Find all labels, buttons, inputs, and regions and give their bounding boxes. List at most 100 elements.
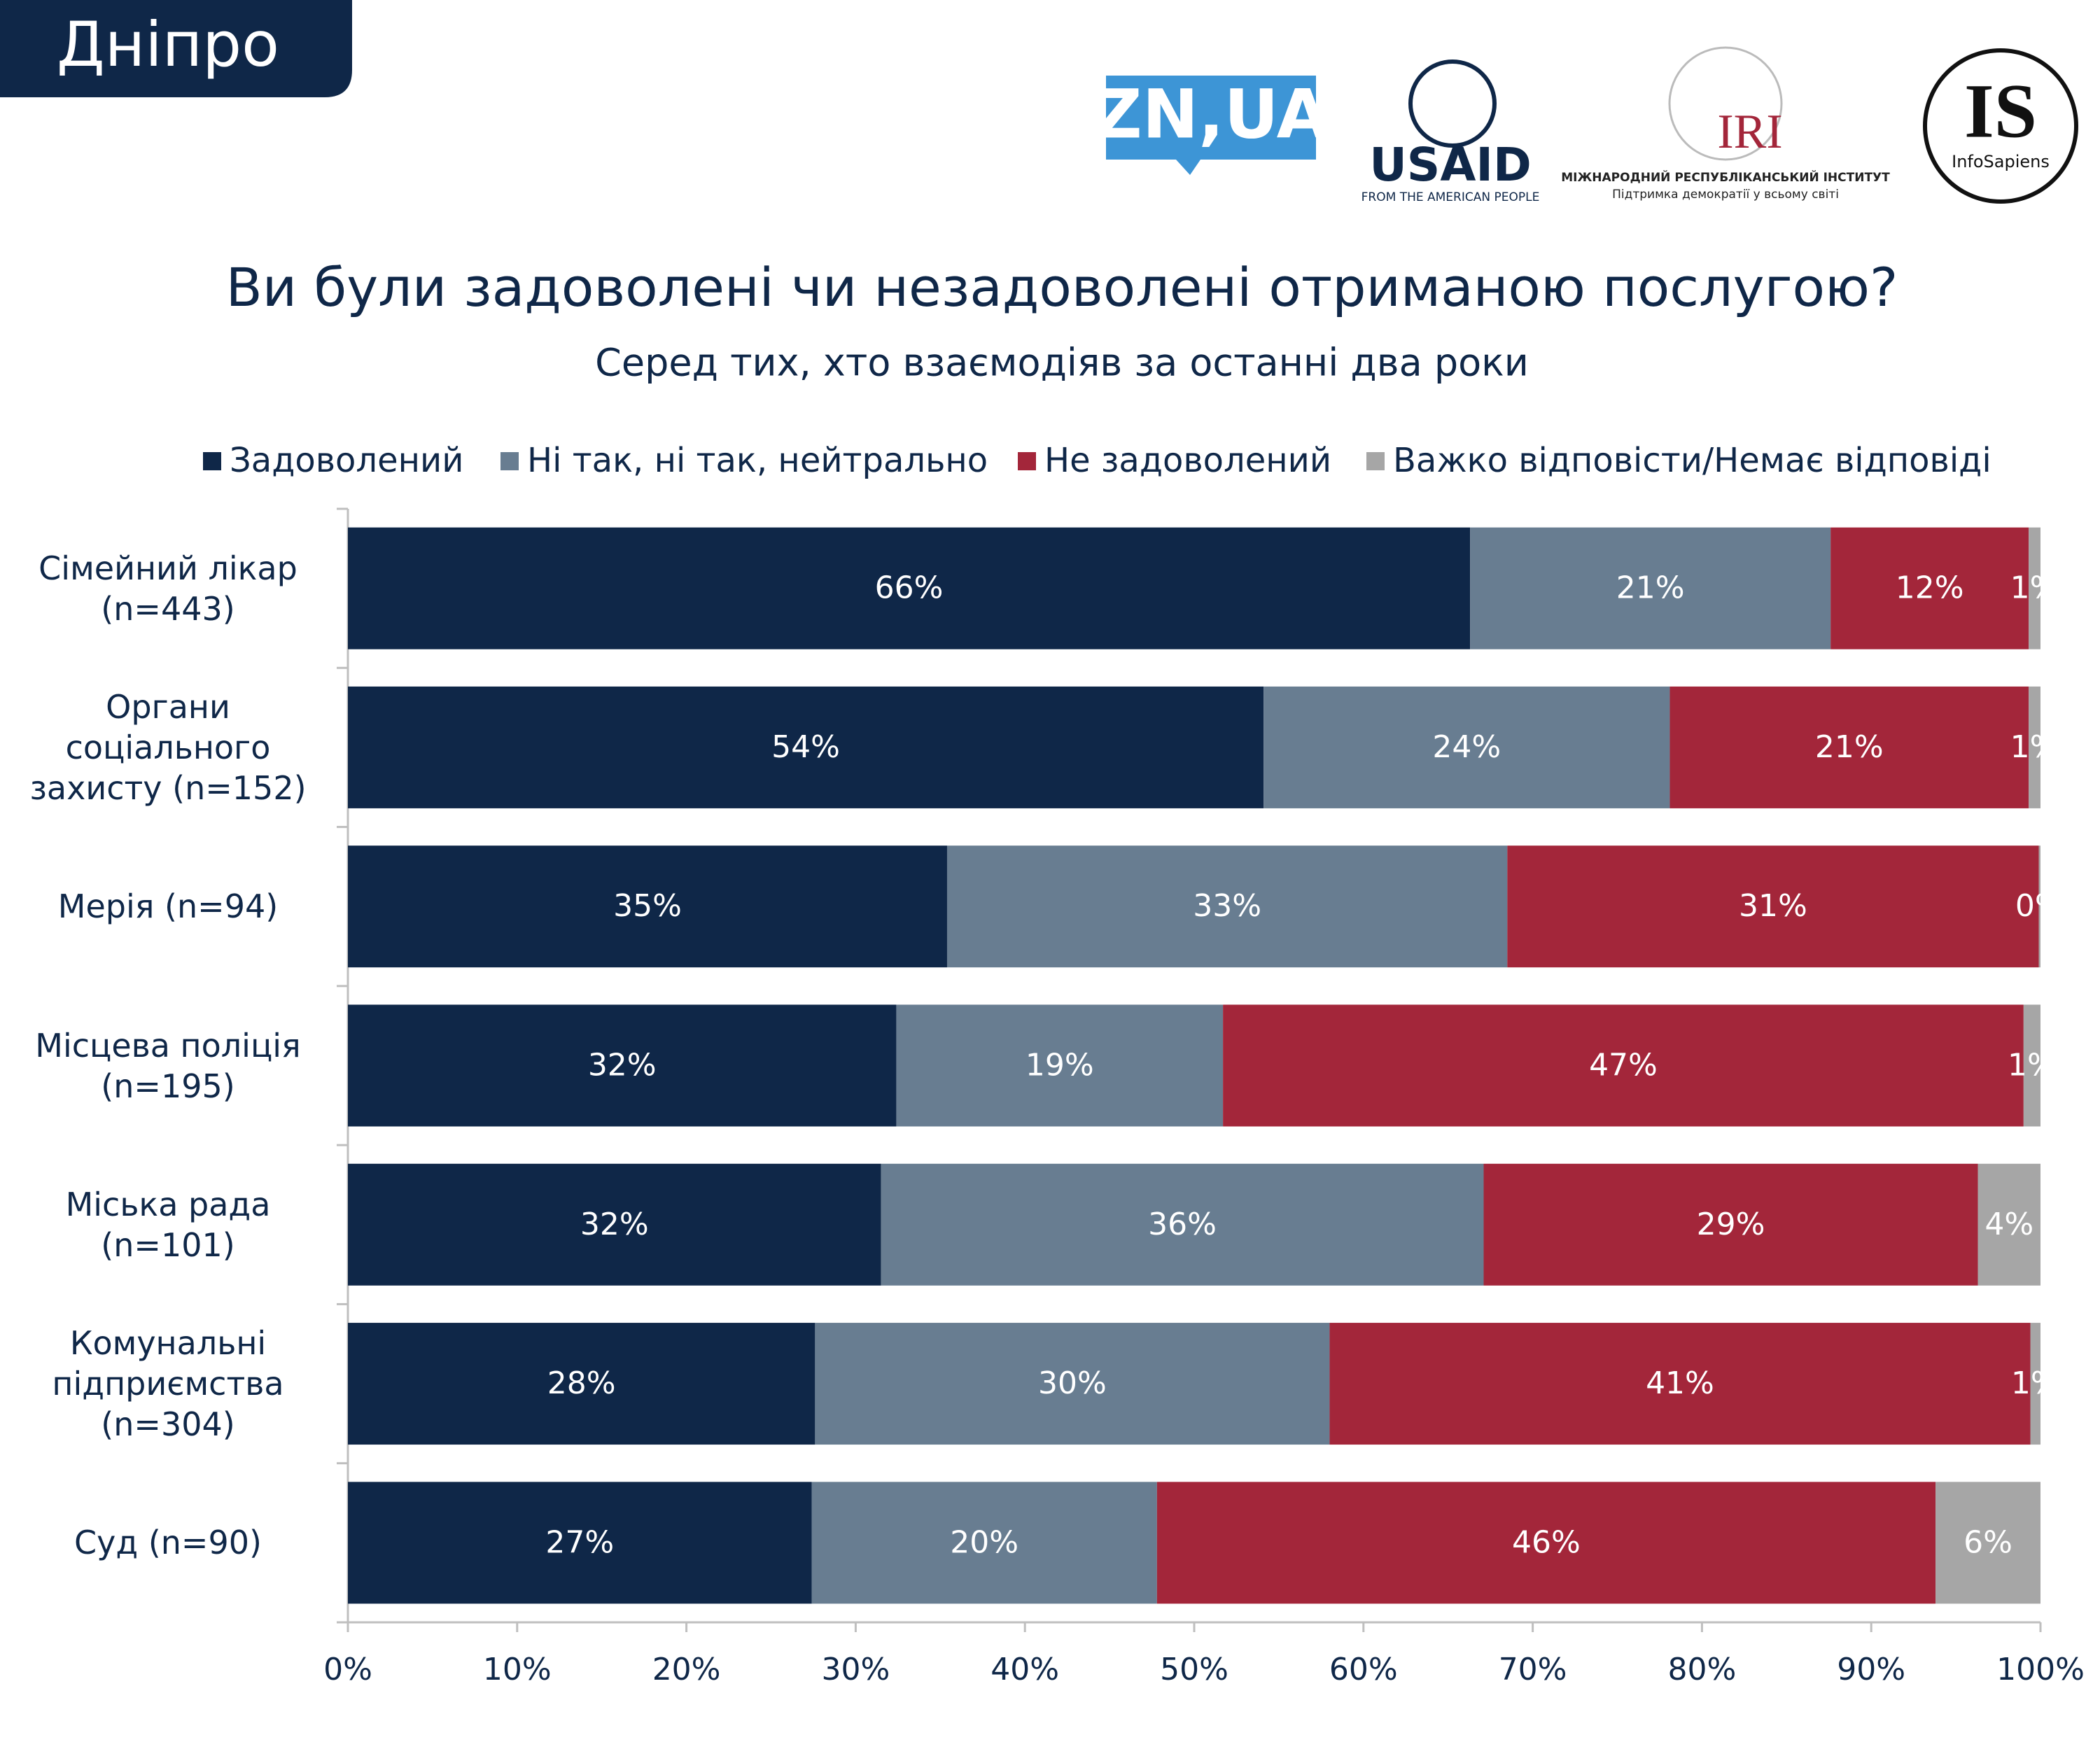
bar-segment xyxy=(2030,1323,2040,1445)
logo-iri: IRI xyxy=(1717,105,1782,159)
category-label: Сімейний лікар (n=443) xyxy=(38,549,298,628)
bar-segment xyxy=(1935,1482,2040,1604)
city: Дніпро xyxy=(57,8,279,80)
bar-label: 24% xyxy=(1432,729,1501,765)
logo-iri-name: МІЖНАРОДНИЙ РЕСПУБЛІКАНСЬКИЙ ІНСТИТУТ xyxy=(1561,169,1890,185)
bar-label: 1% xyxy=(2008,1048,2057,1083)
bar-segment xyxy=(1470,527,1831,649)
bar-label: 1% xyxy=(2010,570,2059,606)
x-tick-label: 100% xyxy=(1996,1652,2085,1687)
bar-segment xyxy=(1507,845,2039,968)
logo-iri-globe xyxy=(1668,46,1783,161)
logo-is-sub: InfoSapiens xyxy=(1952,152,2050,171)
legend-label: Не задоволений xyxy=(1044,441,1331,480)
bar-label: 66% xyxy=(875,570,944,606)
bar-segment xyxy=(2029,527,2040,649)
bar-segment xyxy=(896,1004,1224,1127)
legend-label: Ні так, ні так, нейтрально xyxy=(527,441,988,480)
bar-segment xyxy=(2029,686,2040,808)
legend-label: Важко відповісти/Немає відповіді xyxy=(1393,441,1991,480)
bar-label: 21% xyxy=(1815,729,1884,765)
bar-segment xyxy=(348,845,947,968)
bar-segment xyxy=(348,527,1471,649)
x-tick-label: 60% xyxy=(1329,1652,1398,1687)
bar-segment xyxy=(2038,845,2040,968)
bar-segment xyxy=(1830,527,2029,649)
x-tick-label: 20% xyxy=(652,1652,721,1687)
bar-segment xyxy=(2023,1004,2040,1127)
bar-label: 35% xyxy=(613,888,682,924)
legend-swatch xyxy=(500,452,519,470)
bar-label: 33% xyxy=(1193,888,1261,924)
legend-swatch xyxy=(1018,452,1036,470)
x-tick-label: 90% xyxy=(1837,1652,1905,1687)
bar-segment xyxy=(946,845,1508,968)
x-tick-label: 30% xyxy=(822,1652,890,1687)
x-tick-label: 50% xyxy=(1160,1652,1228,1687)
bar-label: 54% xyxy=(771,729,840,765)
bar-segment xyxy=(348,1323,816,1445)
x-tick-label: 10% xyxy=(483,1652,552,1687)
bar-segment xyxy=(1264,686,1670,808)
bar-segment xyxy=(1156,1482,1936,1604)
bar-label: 4% xyxy=(1984,1207,2033,1242)
bar-segment xyxy=(348,686,1264,808)
logo-zn-tail xyxy=(1176,160,1200,175)
bar-segment xyxy=(348,1163,881,1286)
logo-iri-sub: Підтримка демократії у всьому світі xyxy=(1612,188,1839,202)
bar-label: 47% xyxy=(1589,1048,1658,1083)
bar-label: 21% xyxy=(1616,570,1685,606)
logo-zn-bg xyxy=(1106,76,1316,160)
bar-label: 20% xyxy=(950,1524,1018,1560)
category-label: Мерія (n=94) xyxy=(57,887,279,926)
legend-swatch xyxy=(203,452,221,470)
x-tick-label: 40% xyxy=(990,1652,1059,1687)
bar-label: 36% xyxy=(1148,1207,1217,1242)
bar-label: 27% xyxy=(545,1524,614,1560)
category-label: Місцева поліція (n=195) xyxy=(35,1026,301,1105)
bar-label: 29% xyxy=(1697,1207,1765,1242)
bar-segment xyxy=(881,1163,1484,1286)
chart-title: Ви були задоволені чи незадоволені отрим… xyxy=(226,256,1898,318)
bar-segment xyxy=(348,1004,897,1127)
bar-label: 19% xyxy=(1026,1048,1094,1083)
logo-is-ring xyxy=(1923,48,2078,204)
x-tick-label: 70% xyxy=(1499,1652,1567,1687)
bar-segment xyxy=(811,1482,1157,1604)
bar-label: 6% xyxy=(1963,1524,2012,1560)
bar-label: 31% xyxy=(1739,888,1807,924)
bar-label: 32% xyxy=(588,1048,657,1083)
legend-swatch xyxy=(1366,452,1385,470)
bar-label: 46% xyxy=(1512,1524,1581,1560)
category-label: Комунальні підприємства (n=304) xyxy=(52,1324,284,1444)
bar-label: 30% xyxy=(1038,1365,1107,1401)
bar-segment xyxy=(1977,1163,2040,1286)
bar-label: 1% xyxy=(2010,729,2059,765)
bar-segment xyxy=(1483,1163,1978,1286)
bar-segment xyxy=(1329,1323,2031,1445)
city-tab xyxy=(0,0,352,97)
bar-label: 0% xyxy=(2015,888,2064,924)
bar-label: 32% xyxy=(580,1207,649,1242)
category-label: Органи соціального захисту (n=152) xyxy=(29,687,307,807)
bar-label: 1% xyxy=(2011,1365,2060,1401)
legend-label: Задоволений xyxy=(230,441,463,480)
category-label: Міська рада (n=101) xyxy=(65,1185,271,1264)
category-label: Суд (n=90) xyxy=(74,1524,262,1562)
bar-segment xyxy=(1223,1004,2024,1127)
logo-zn: ZN,UA xyxy=(1093,75,1329,153)
bar-segment xyxy=(815,1323,1330,1445)
bar-segment xyxy=(348,1482,812,1604)
bar-segment xyxy=(1670,686,2029,808)
bar-label: 41% xyxy=(1646,1365,1714,1401)
logo-usaid-sub: FROM THE AMERICAN PEOPLE xyxy=(1362,190,1540,204)
x-tick-label: 0% xyxy=(323,1652,372,1687)
logo-usaid: USAID xyxy=(1369,138,1532,192)
x-tick-label: 80% xyxy=(1668,1652,1737,1687)
logo-is: IS xyxy=(1964,68,2037,153)
bar-label: 12% xyxy=(1896,570,1964,606)
logo-usaid-seal xyxy=(1408,59,1497,148)
chart-subtitle: Серед тих, хто взаємодіяв за останні два… xyxy=(595,341,1529,385)
